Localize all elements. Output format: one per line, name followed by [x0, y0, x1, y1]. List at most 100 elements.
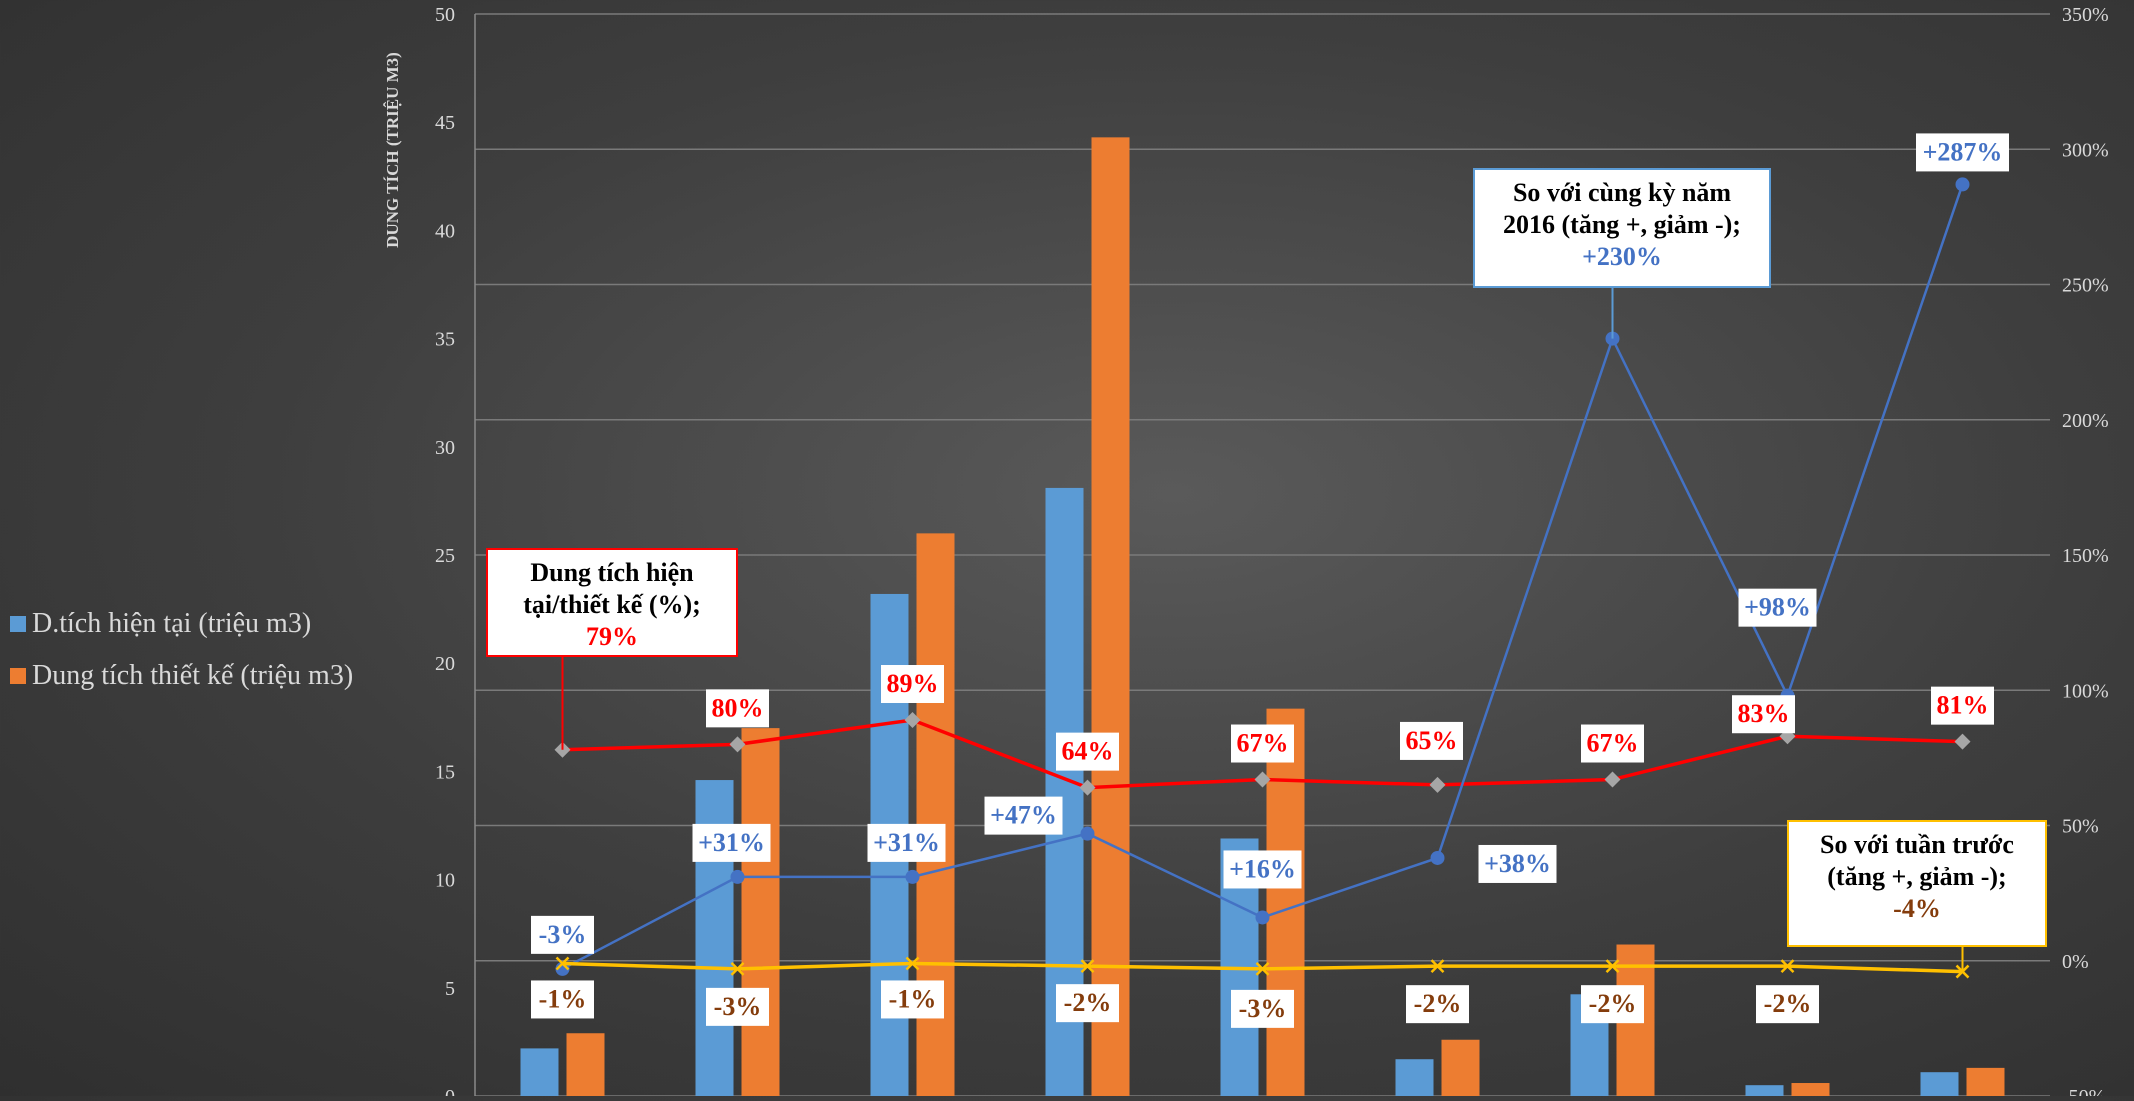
data-label-text: -3% — [1239, 994, 1287, 1023]
data-label-box — [1231, 989, 1294, 1028]
y-right-tick: -50% — [2062, 1086, 2105, 1096]
y-left-tick: 15 — [435, 761, 455, 783]
marker-x-stroke — [1780, 959, 1795, 974]
callout-text: So với cùng kỳ năm — [1513, 178, 1731, 207]
marker-x-stroke — [730, 961, 745, 976]
data-label-wow: -3% — [1231, 989, 1294, 1028]
data-label-ratio: 89% — [881, 665, 944, 704]
bar — [566, 1033, 605, 1096]
data-label-wow: -2% — [1406, 985, 1469, 1024]
callout-value: +230% — [1582, 242, 1662, 271]
marker-ratio — [729, 736, 746, 753]
y-left-tick: 20 — [435, 653, 455, 675]
marker-yoy — [730, 869, 745, 884]
data-label-yoy: +38% — [1478, 844, 1557, 883]
data-label-box — [1400, 721, 1463, 760]
data-label-ratio: 80% — [706, 689, 769, 728]
callout-ratio: Dung tích hiện tại/thiết kế (%); 79% — [486, 548, 738, 750]
bar — [1266, 708, 1305, 1096]
legend-swatch — [10, 616, 26, 632]
bar — [1441, 1039, 1480, 1096]
data-label-box — [706, 689, 769, 728]
data-label-text: -1% — [889, 984, 937, 1013]
data-label-box — [1056, 732, 1119, 771]
callout-yoy: So với cùng kỳ năm 2016 (tăng +, giảm -);… — [1473, 168, 1771, 339]
data-label-wow: -3% — [706, 987, 769, 1026]
data-label-box — [1931, 686, 1994, 725]
marker-ratio — [1079, 779, 1096, 796]
bar — [1745, 1085, 1784, 1096]
y-right-tick: 200% — [2062, 410, 2109, 432]
data-label-box — [531, 915, 594, 954]
marker-wow — [1605, 959, 1620, 974]
data-label-yoy: +16% — [1223, 850, 1302, 889]
y-right-tick: 0% — [2062, 951, 2089, 973]
bar — [741, 728, 780, 1096]
data-label-text: 65% — [1406, 726, 1458, 755]
callout-value: 79% — [586, 622, 638, 651]
data-label-ratio: 81% — [1931, 686, 1994, 725]
marker-wow — [730, 961, 745, 976]
marker-wow — [1430, 959, 1445, 974]
y-left-tick: 10 — [435, 870, 455, 892]
marker-x-stroke — [1605, 959, 1620, 974]
marker-wow — [1255, 961, 1270, 976]
data-label-wow: -1% — [881, 980, 944, 1019]
marker-yoy — [905, 869, 920, 884]
marker-yoy — [1255, 910, 1270, 925]
data-label-text: 81% — [1937, 691, 1989, 720]
data-label-box — [1478, 844, 1557, 883]
data-label-ratio: 83% — [1732, 695, 1795, 734]
data-label-wow: -2% — [1756, 985, 1819, 1024]
y-left-tick: 35 — [435, 329, 455, 351]
marker-ratio — [1954, 733, 1971, 750]
callout-value: -4% — [1893, 894, 1941, 923]
data-label-yoy: +31% — [692, 823, 771, 862]
y-right-tick: 150% — [2062, 545, 2109, 567]
data-label-text: +16% — [1229, 854, 1296, 883]
data-label-box — [692, 823, 771, 862]
callout-text: (tăng +, giảm -); — [1827, 862, 2006, 891]
data-label-box — [1738, 588, 1817, 627]
data-label-box — [881, 665, 944, 704]
marker-yoy — [1080, 826, 1095, 841]
data-label-box — [1406, 985, 1469, 1024]
y-left-tick: 45 — [435, 112, 455, 134]
data-label-text: 83% — [1738, 699, 1790, 728]
bar — [1091, 137, 1130, 1096]
data-label-text: 67% — [1237, 729, 1289, 758]
right-axis: -50% 0% 50% 100% 150% 200% 250% 300% 350% — [2062, 4, 2109, 1101]
data-label-yoy: +98% — [1738, 588, 1817, 627]
bar — [1966, 1067, 2005, 1096]
y-left-tick: 25 — [435, 545, 455, 567]
data-label-box — [1581, 985, 1644, 1024]
data-label-box — [1223, 850, 1302, 889]
callout-text: tại/thiết kế (%); — [523, 590, 701, 619]
data-label-box — [1056, 984, 1119, 1023]
callout-text: Dung tích hiện — [530, 558, 694, 587]
data-label-box — [867, 823, 946, 862]
marker-ratio — [1429, 776, 1446, 793]
data-label-wow: -2% — [1056, 984, 1119, 1023]
data-label-yoy: +47% — [984, 796, 1063, 835]
marker-x-stroke — [1430, 959, 1445, 974]
data-label-text: -2% — [1064, 988, 1112, 1017]
marker-ratio — [1604, 771, 1621, 788]
marker-ratio — [904, 712, 921, 729]
data-label-text: +47% — [990, 801, 1057, 830]
bar — [520, 1048, 559, 1096]
data-label-text: +98% — [1744, 593, 1811, 622]
data-label-box — [1756, 985, 1819, 1024]
data-label-text: +31% — [873, 828, 940, 857]
data-label-wow: -2% — [1581, 985, 1644, 1024]
y-right-tick: 100% — [2062, 680, 2109, 702]
data-label-box — [1916, 133, 2009, 172]
callout-text: 2016 (tăng +, giảm -); — [1503, 210, 1741, 239]
y-left-tick: 50 — [435, 4, 455, 26]
data-label-text: -2% — [1764, 989, 1812, 1018]
data-label-ratio: 64% — [1056, 732, 1119, 771]
callout-box — [486, 548, 738, 657]
data-label-text: -3% — [714, 992, 762, 1021]
callout-box — [1473, 168, 1771, 288]
